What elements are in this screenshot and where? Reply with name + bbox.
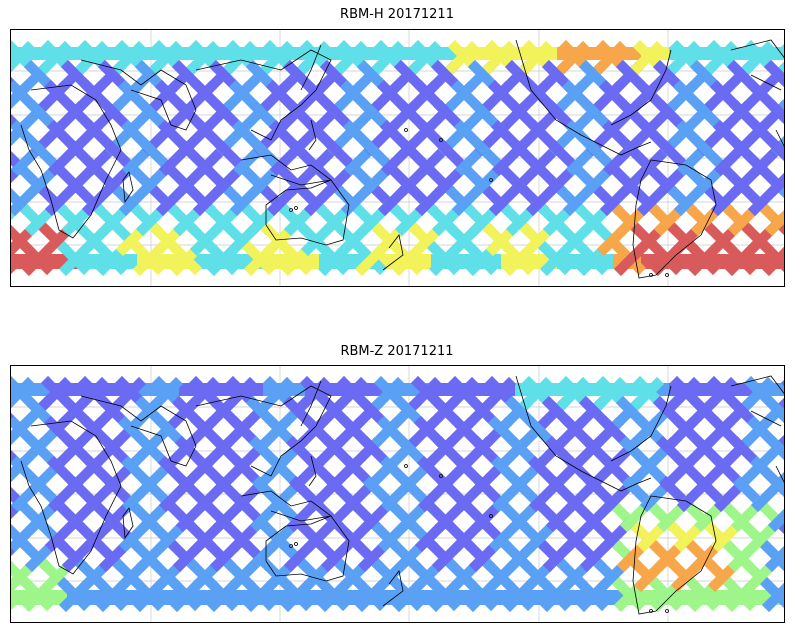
coastline-path	[20, 84, 122, 239]
swath-cell	[697, 47, 712, 60]
island-outline	[404, 128, 408, 132]
track-segment	[769, 139, 784, 162]
track-segment	[776, 61, 784, 77]
island-outline	[294, 542, 298, 546]
coastlines	[20, 39, 784, 279]
swath-cell	[529, 590, 544, 605]
track-segment	[772, 179, 784, 199]
track-segment	[763, 395, 784, 424]
coastline-path	[265, 515, 350, 582]
coastline-path	[240, 490, 332, 522]
track-segment	[761, 246, 784, 277]
satellite-tracks	[11, 375, 784, 613]
coastline-path	[382, 570, 404, 607]
coastline-path	[122, 171, 134, 204]
island-outline	[294, 206, 298, 210]
swath-cell	[67, 47, 82, 60]
track-segment	[773, 434, 784, 453]
island-outline	[404, 464, 408, 468]
coastline-path	[600, 49, 672, 156]
track-segment	[764, 545, 784, 573]
swath-cell	[585, 47, 600, 60]
coastline-path	[775, 129, 784, 147]
swath-cell	[585, 383, 600, 396]
island-outline	[439, 474, 443, 478]
swath-cell	[291, 47, 306, 60]
panel-title-bottom: RBM-Z 20171211	[340, 344, 454, 359]
panel-title-top: RBM-H 20171211	[340, 7, 454, 22]
coastline-path	[122, 507, 134, 540]
coastline-path	[600, 385, 672, 492]
coastline-path	[300, 380, 322, 487]
track-segment	[766, 435, 784, 461]
island-outline	[289, 544, 293, 548]
swath-cell	[123, 254, 138, 269]
coastline-path	[515, 375, 602, 482]
swath-cell	[291, 383, 306, 396]
map-bottom	[10, 365, 785, 623]
track-segment	[766, 99, 784, 125]
coastlines	[20, 375, 784, 615]
swath-cell	[235, 590, 250, 605]
map-canvas-bottom	[11, 366, 784, 622]
coastline-path	[730, 39, 784, 91]
swath-cell	[641, 590, 656, 605]
track-segment	[764, 209, 784, 237]
track-segment	[773, 98, 784, 117]
island-outline	[439, 138, 443, 142]
coastline-path	[80, 395, 197, 467]
coastline-path	[632, 159, 717, 279]
coastline-path	[632, 495, 717, 615]
track-segment	[776, 397, 784, 413]
coastline-path	[195, 49, 332, 141]
swath-cell	[179, 47, 194, 60]
coastline-path	[382, 234, 404, 271]
track-segment	[767, 172, 784, 197]
island-outline	[665, 609, 669, 613]
swath-cell	[179, 383, 194, 396]
swath-cell	[697, 383, 712, 396]
island-outline	[649, 273, 653, 277]
island-outline	[665, 273, 669, 277]
coastline-path	[775, 465, 784, 483]
swath-cell	[781, 383, 784, 396]
swath-cell	[529, 254, 544, 269]
track-segment	[761, 582, 784, 613]
coastline-path	[300, 44, 322, 151]
coastline-path	[265, 179, 350, 246]
swath-cell	[641, 254, 656, 269]
track-segment	[767, 508, 784, 533]
swath-cell	[11, 254, 26, 269]
satellite-tracks	[11, 39, 784, 277]
swath-cell	[235, 254, 250, 269]
track-segment	[769, 475, 784, 498]
swath-cell	[347, 254, 362, 269]
swath-cell	[753, 254, 768, 269]
coastline-path	[80, 59, 197, 131]
coastline-path	[515, 39, 602, 146]
island-outline	[489, 514, 493, 518]
swath-cell	[67, 383, 82, 396]
island-outline	[649, 609, 653, 613]
track-segment	[772, 515, 784, 535]
swath-cell	[11, 590, 26, 605]
coastline-path	[730, 375, 784, 427]
coastline-path	[195, 385, 332, 477]
swath-cell	[781, 47, 784, 60]
island-outline	[289, 208, 293, 212]
coastline-path	[20, 420, 122, 575]
swath-cell	[123, 590, 138, 605]
island-outline	[489, 178, 493, 182]
swath-cell	[753, 590, 768, 605]
coastline-path	[240, 154, 332, 186]
swath-cell	[347, 590, 362, 605]
map-canvas-top	[11, 30, 784, 286]
map-top	[10, 29, 785, 287]
track-segment	[763, 59, 784, 88]
